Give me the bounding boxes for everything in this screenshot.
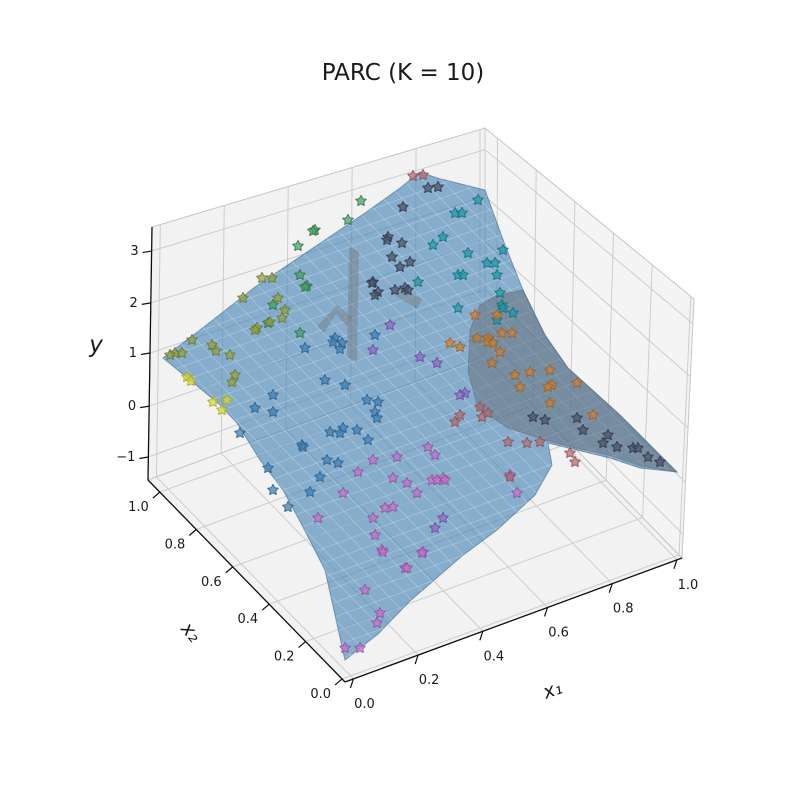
x1-tick-label: 0.8 (613, 602, 634, 617)
x2-tick-label: 0.4 (237, 612, 258, 627)
x2-tick-label: 0.0 (310, 687, 331, 702)
x2-tick (153, 492, 160, 498)
y-tick-label: 0 (128, 399, 136, 414)
y-tick-label: 3 (130, 244, 138, 259)
x1-tick-label: 0.0 (354, 697, 375, 712)
x2-tick-label: 0.8 (165, 537, 186, 552)
x1-tick-label: 0.6 (548, 625, 569, 640)
x1-tick-label: 0.2 (419, 673, 440, 688)
x2-tick-label: 0.2 (274, 650, 295, 665)
x2-tick-label: 1.0 (128, 500, 149, 515)
x1-axis-label: x₁ (539, 676, 565, 703)
x1-tick-label: 1.0 (678, 578, 699, 593)
chart-title: PARC (K = 10) (322, 60, 485, 86)
x2-tick (226, 567, 233, 573)
y-tick (142, 303, 151, 305)
x2-tick-label: 0.6 (201, 575, 222, 590)
fold-streak (347, 247, 359, 362)
x1-tick-label: 0.4 (483, 649, 504, 664)
y-tick (143, 251, 152, 253)
x2-tick (299, 642, 306, 648)
x2-axis-label: x₂ (176, 617, 206, 647)
y-tick-label: −1 (116, 450, 135, 465)
y-tick-label: 2 (130, 296, 138, 311)
y-tick (140, 406, 149, 408)
x2-tick (335, 679, 342, 685)
x2-tick (189, 529, 196, 535)
y-tick-label: 1 (129, 346, 137, 361)
y-tick (139, 457, 148, 459)
y-axis-label: y (88, 332, 103, 358)
y-tick (141, 353, 150, 355)
x2-tick (262, 604, 269, 610)
